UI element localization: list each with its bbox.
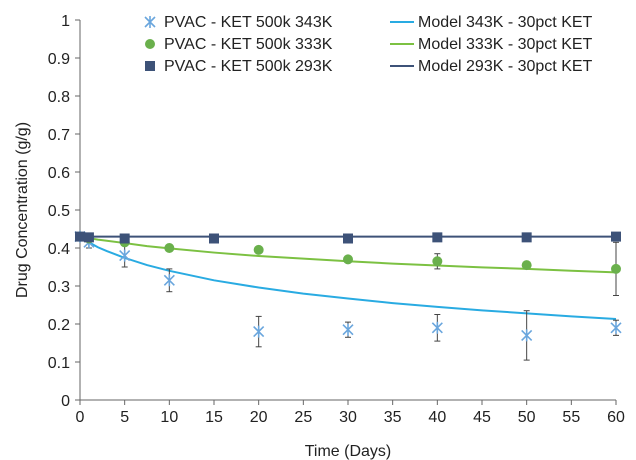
legend-item: Model 333K - 30pct KET [390, 36, 593, 53]
legend-item: Model 343K - 30pct KET [390, 14, 593, 31]
y-tick-label: 0.6 [48, 165, 70, 182]
legend-item: PVAC - KET 500k 333K [145, 36, 333, 53]
x-tick-label: 50 [518, 409, 536, 426]
series-line [79, 235, 617, 274]
y-tick-label: 0.9 [48, 51, 70, 68]
legend-item: PVAC - KET 500k 343K [144, 14, 333, 31]
data-point [432, 256, 443, 267]
x-tick-label: 45 [473, 409, 491, 426]
x-axis-title: Time (Days) [305, 443, 392, 460]
data-point [521, 260, 532, 271]
legend-item: PVAC - KET 500k 293K [145, 58, 333, 75]
data-point [431, 321, 443, 334]
data-point [342, 323, 354, 336]
y-tick-label: 0.3 [48, 279, 70, 296]
x-tick-label: 25 [294, 409, 312, 426]
axes [75, 19, 617, 405]
x-tick-label: 55 [562, 409, 580, 426]
y-tick-label: 0.2 [48, 317, 70, 334]
x-tick-label: 60 [607, 409, 625, 426]
series-scatter [74, 230, 622, 361]
data-point [145, 61, 155, 71]
data-point [521, 232, 532, 243]
x-tick-label: 10 [160, 409, 178, 426]
data-point [75, 231, 85, 242]
series-line [79, 235, 617, 321]
x-tick-labels: 0 5 10 15 20 25 30 35 40 45 50 55 60 [76, 409, 625, 426]
data-point [83, 232, 94, 243]
data-point [611, 231, 621, 242]
y-tick-labels: 0 0.1 0.2 0.3 0.4 0.5 0.6 0.7 0.8 0.9 1 [48, 13, 70, 410]
data-point [611, 263, 621, 274]
data-point [145, 39, 155, 49]
legend-label: PVAC - KET 500k 293K [164, 58, 333, 75]
series-line-path [79, 235, 617, 321]
data-point [343, 233, 353, 244]
legend-label: Model 293K - 30pct KET [418, 58, 593, 75]
data-point [163, 274, 175, 287]
legend-label: Model 343K - 30pct KET [418, 14, 593, 31]
y-tick-label: 0.8 [48, 89, 70, 106]
legend-label: Model 333K - 30pct KET [418, 36, 593, 53]
legend-label: PVAC - KET 500k 333K [164, 36, 333, 53]
legend-item: Model 293K - 30pct KET [390, 58, 593, 75]
data-point [253, 325, 265, 338]
data-point [610, 321, 622, 334]
y-tick-label: 0 [61, 393, 70, 410]
legend: PVAC - KET 500k 343K PVAC - KET 500k 333K… [144, 14, 593, 75]
data-point [164, 243, 175, 253]
y-tick-label: 0.1 [48, 355, 70, 372]
x-tick-label: 15 [205, 409, 223, 426]
y-tick-label: 0.7 [48, 127, 70, 144]
data-point [119, 233, 130, 244]
x-tick-label: 40 [428, 409, 446, 426]
legend-label: PVAC - KET 500k 343K [164, 14, 333, 31]
data-point [432, 232, 443, 243]
y-tick-label: 0.5 [48, 203, 70, 220]
x-tick-label: 20 [250, 409, 268, 426]
x-tick-label: 35 [384, 409, 402, 426]
series-scatter [75, 231, 621, 244]
data-point [343, 254, 353, 265]
x-tick-label: 30 [339, 409, 357, 426]
data-point [119, 249, 131, 262]
x-tick-label: 5 [120, 409, 129, 426]
series-layer [74, 230, 622, 361]
x-tick-label: 0 [76, 409, 85, 426]
series-line-path [79, 235, 617, 274]
data-point [253, 244, 264, 255]
data-point [209, 233, 219, 244]
data-point [521, 329, 533, 342]
y-axis-title: Drug Concentration (g/g) [14, 122, 31, 298]
y-tick-label: 0.4 [48, 241, 70, 258]
y-tick-label: 1 [61, 13, 70, 30]
data-point [144, 16, 156, 28]
